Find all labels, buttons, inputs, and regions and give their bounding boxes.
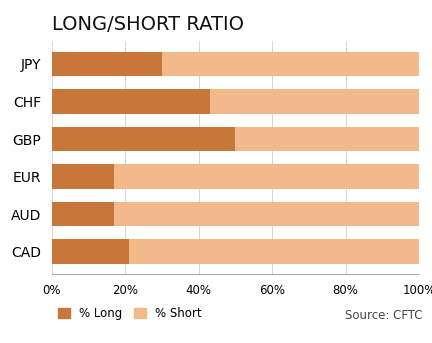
Bar xyxy=(235,127,419,151)
Bar xyxy=(52,127,235,151)
Bar xyxy=(52,89,210,114)
Legend: % Long, % Short: % Long, % Short xyxy=(58,307,202,320)
Bar xyxy=(129,239,419,264)
Text: LONG/SHORT RATIO: LONG/SHORT RATIO xyxy=(52,15,244,34)
Bar xyxy=(52,239,129,264)
Bar xyxy=(210,89,419,114)
Bar xyxy=(114,202,419,226)
Bar xyxy=(52,164,114,189)
Bar xyxy=(162,52,419,76)
Bar xyxy=(114,164,419,189)
Bar xyxy=(52,52,162,76)
Bar xyxy=(52,202,114,226)
Text: Source: CFTC: Source: CFTC xyxy=(345,309,422,322)
